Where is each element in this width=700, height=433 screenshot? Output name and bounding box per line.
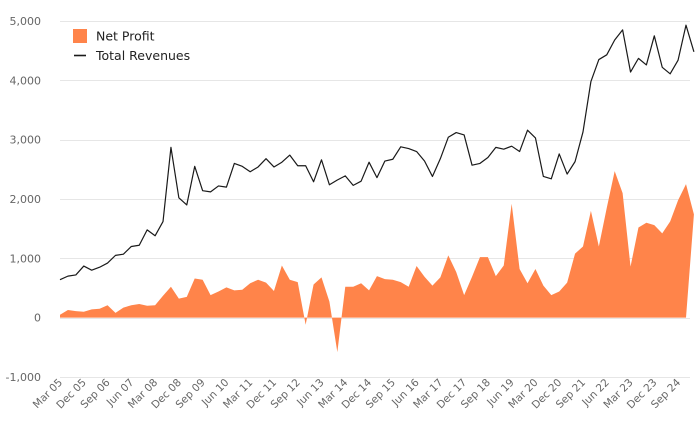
net-profit-area-layer — [60, 171, 694, 353]
y-tick-label: 0 — [34, 312, 41, 325]
y-tick-label: 5,000 — [10, 15, 42, 28]
y-tick-label: 2,000 — [10, 193, 42, 206]
y-tick-label: 4,000 — [10, 74, 42, 87]
y-tick-label: -1,000 — [6, 371, 41, 384]
legend-swatch-net-profit — [73, 29, 87, 43]
grid-lines — [60, 21, 690, 378]
net-profit-area — [60, 171, 694, 353]
total-revenues-line — [59, 24, 695, 281]
legend-label-total-revenues: Total Revenues — [95, 48, 190, 63]
total-revenues-line-layer — [59, 24, 695, 281]
legend: Net Profit Total Revenues — [73, 29, 190, 63]
legend-label-net-profit: Net Profit — [96, 29, 155, 44]
y-tick-label: 3,000 — [10, 134, 42, 147]
y-axis-ticks: -1,000 0 1,000 2,000 3,000 4,000 5,000 — [6, 15, 41, 384]
y-tick-label: 1,000 — [10, 252, 42, 265]
